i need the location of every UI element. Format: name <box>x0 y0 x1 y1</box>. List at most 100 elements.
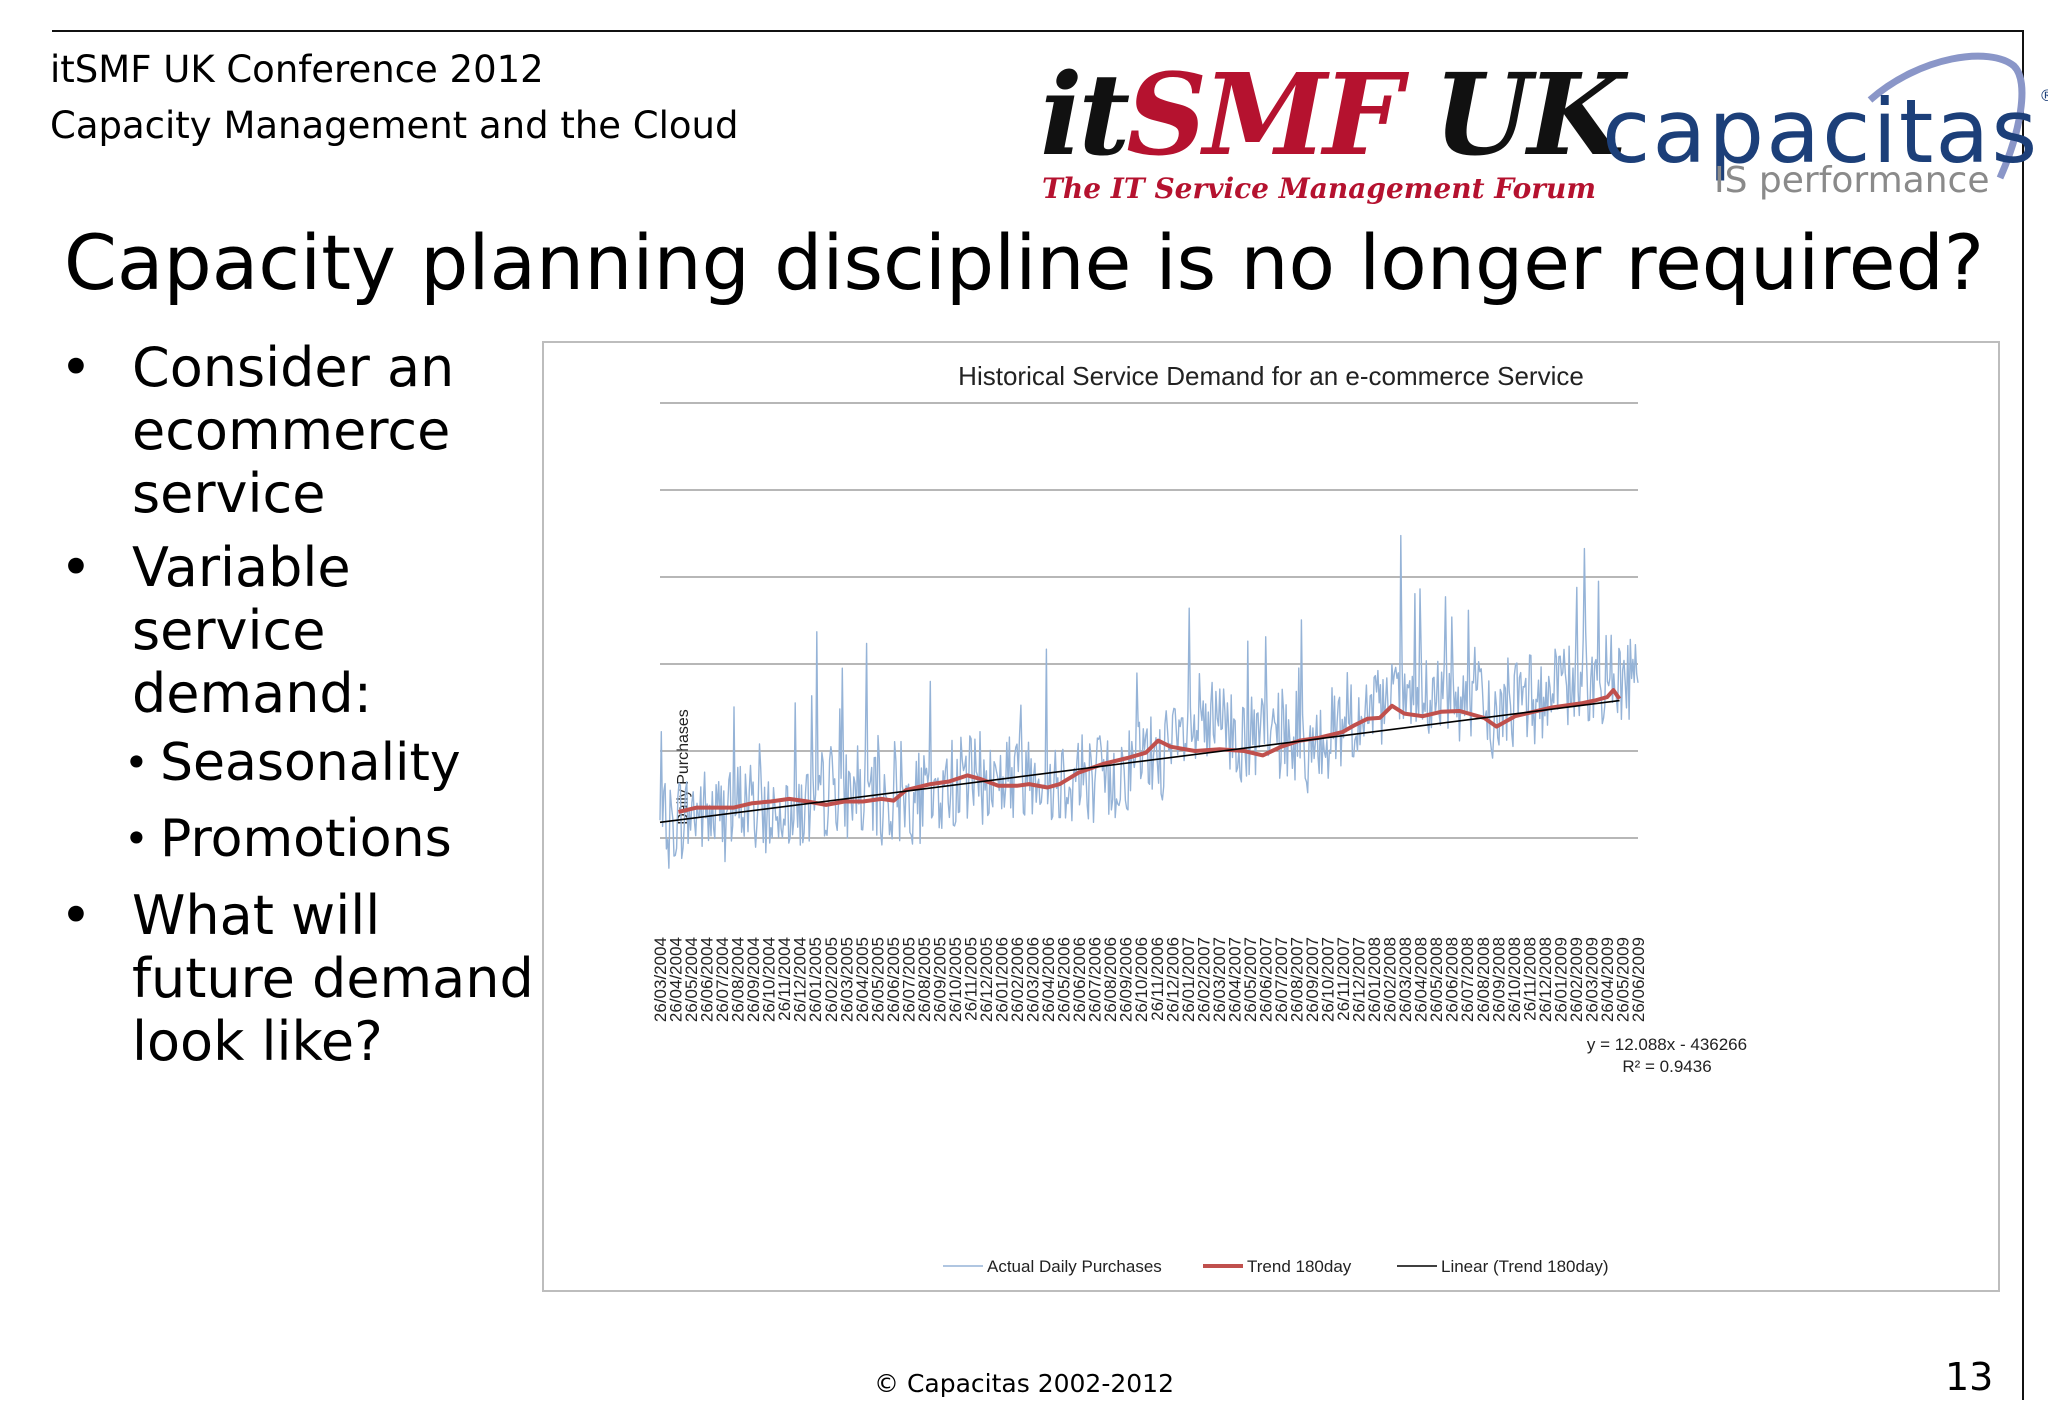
x-tick-label: 26/02/2008 <box>1381 937 1400 1022</box>
x-tick-label: 26/03/2004 <box>651 937 670 1022</box>
x-tick-label: 26/05/2007 <box>1241 937 1260 1022</box>
series-actual-daily-purchases <box>659 534 1639 869</box>
legend-label: Trend 180day <box>1247 1257 1352 1276</box>
x-tick-label: 26/12/2006 <box>1163 937 1182 1022</box>
x-tick-label: 26/12/2008 <box>1536 937 1555 1022</box>
capacitas-logo: capacitas® IS performance <box>1600 38 2048 208</box>
chart-title: Historical Service Demand for an e-comme… <box>958 361 1584 391</box>
bullet-symbol: • <box>124 738 149 787</box>
x-tick-label: 26/09/2005 <box>930 937 949 1022</box>
demand-chart: Historical Service Demand for an e-comme… <box>542 341 2000 1292</box>
talk-title: Capacity Management and the Cloud <box>50 104 739 147</box>
slide-title: Capacity planning discipline is no longe… <box>63 218 1985 307</box>
x-tick-label: 26/07/2005 <box>899 937 918 1022</box>
capacitas-swoosh-icon <box>1867 52 2026 180</box>
x-tick-label: 26/11/2008 <box>1520 937 1539 1021</box>
capacitas-name: capacitas <box>1602 80 2040 183</box>
sub-bullet-text: Seasonality <box>160 733 461 793</box>
sub-bullet-item: • Promotions <box>60 808 540 870</box>
bullet-item: • Variable service demand: <box>60 536 540 725</box>
x-tick-label: 26/01/2005 <box>806 937 825 1022</box>
x-tick-label: 26/03/2006 <box>1024 937 1043 1022</box>
sub-bullet-item: • Seasonality <box>60 732 540 794</box>
slide-right-border <box>2022 30 2024 1400</box>
bullet-item: • What will future demand look like? <box>60 884 540 1073</box>
x-tick-label: 26/12/2007 <box>1350 937 1369 1022</box>
x-tick-label: 26/08/2005 <box>915 937 934 1022</box>
legend-label: Actual Daily Purchases <box>987 1257 1162 1276</box>
bullet-symbol: • <box>60 536 92 599</box>
bullet-symbol: • <box>60 336 92 399</box>
x-tick-label: 26/06/2009 <box>1629 937 1648 1022</box>
x-tick-label: 26/04/2005 <box>853 937 872 1022</box>
x-tick-label: 26/12/2005 <box>977 937 996 1022</box>
x-tick-label: 26/04/2004 <box>667 937 686 1022</box>
bullet-text: Consider an ecommerce service <box>132 336 455 525</box>
x-tick-label: 26/11/2004 <box>775 937 794 1021</box>
x-tick-label: 26/07/2006 <box>1086 937 1105 1022</box>
x-tick-label: 26/06/2007 <box>1256 937 1275 1022</box>
x-tick-label: 26/06/2004 <box>698 937 717 1022</box>
bullet-text: Variable service demand: <box>132 536 372 725</box>
trendline-r-squared: R² = 0.9436 <box>1622 1057 1711 1076</box>
sub-bullet-text: Promotions <box>160 809 452 869</box>
legend-label: Linear (Trend 180day) <box>1441 1257 1609 1276</box>
x-tick-label: 26/03/2009 <box>1582 937 1601 1022</box>
x-tick-label: 26/07/2008 <box>1458 937 1477 1022</box>
x-tick-label: 26/04/2006 <box>1039 937 1058 1022</box>
trendline-equation: y = 12.088x - 436266 <box>1587 1035 1747 1054</box>
x-tick-label: 26/10/2006 <box>1132 937 1151 1022</box>
x-tick-label: 26/09/2004 <box>744 937 763 1022</box>
copyright-footer: © Capacitas 2002-2012 <box>874 1369 1174 1398</box>
bullet-text: What will future demand look like? <box>132 884 534 1073</box>
conference-name: itSMF UK Conference 2012 <box>50 48 544 91</box>
x-tick-label: 26/09/2006 <box>1117 937 1136 1022</box>
x-tick-label: 26/05/2008 <box>1427 937 1446 1022</box>
x-tick-label: 26/02/2005 <box>822 937 841 1022</box>
x-tick-label: 26/10/2005 <box>946 937 965 1022</box>
x-tick-label: 26/05/2004 <box>682 937 701 1022</box>
x-tick-label: 26/10/2008 <box>1505 937 1524 1022</box>
x-tick-label: 26/11/2005 <box>962 937 981 1021</box>
x-tick-label: 26/02/2007 <box>1194 937 1213 1022</box>
series-linear-trendline <box>659 699 1620 824</box>
x-tick-label: 26/07/2004 <box>713 937 732 1022</box>
x-tick-label: 26/11/2007 <box>1334 937 1353 1021</box>
x-tick-label: 26/05/2005 <box>868 937 887 1022</box>
x-tick-label: 26/09/2007 <box>1303 937 1322 1022</box>
x-tick-label: 26/01/2009 <box>1551 937 1570 1022</box>
x-tick-label: 26/10/2007 <box>1319 937 1338 1022</box>
trademark-mark: ® <box>2039 86 2048 105</box>
x-tick-label: 26/11/2006 <box>1148 937 1167 1021</box>
x-tick-label: 26/08/2007 <box>1288 937 1307 1022</box>
x-tick-label: 26/08/2008 <box>1474 937 1493 1022</box>
x-tick-label: 26/06/2008 <box>1443 937 1462 1022</box>
x-tick-label: 26/04/2009 <box>1598 937 1617 1022</box>
bullet-list: • Consider an ecommerce service • Variab… <box>60 336 540 1073</box>
x-tick-label: 26/05/2009 <box>1614 937 1633 1022</box>
x-tick-label: 26/01/2008 <box>1365 937 1384 1022</box>
itsmf-tagline: The IT Service Management Forum <box>1042 172 1597 205</box>
x-tick-label: 26/02/2009 <box>1567 937 1586 1022</box>
x-tick-label: 26/06/2006 <box>1070 937 1089 1022</box>
x-tick-label: 26/05/2006 <box>1055 937 1074 1022</box>
bullet-symbol: • <box>124 814 149 863</box>
bullet-item: • Consider an ecommerce service <box>60 336 540 525</box>
x-tick-label: 26/03/2008 <box>1396 937 1415 1022</box>
bullet-symbol: • <box>60 884 92 947</box>
demand-chart-svg: Historical Service Demand for an e-comme… <box>651 361 1747 1276</box>
x-tick-label: 26/01/2007 <box>1179 937 1198 1022</box>
x-tick-label: 26/03/2007 <box>1210 937 1229 1022</box>
x-tick-label: 26/08/2004 <box>729 937 748 1022</box>
page-number: 13 <box>1945 1355 1994 1399</box>
x-tick-label: 26/10/2004 <box>760 937 779 1022</box>
x-tick-label: 26/04/2007 <box>1225 937 1244 1022</box>
x-tick-label: 26/07/2007 <box>1272 937 1291 1022</box>
x-tick-label: 26/08/2006 <box>1101 937 1120 1022</box>
x-tick-label: 26/01/2006 <box>993 937 1012 1022</box>
x-tick-label: 26/09/2008 <box>1489 937 1508 1022</box>
x-tick-label: 26/06/2005 <box>884 937 903 1022</box>
slide-top-border <box>52 30 2024 32</box>
x-tick-label: 26/03/2005 <box>837 937 856 1022</box>
itsmf-uk-logo: itSMF UK The IT Service Management Forum <box>1040 50 1625 206</box>
